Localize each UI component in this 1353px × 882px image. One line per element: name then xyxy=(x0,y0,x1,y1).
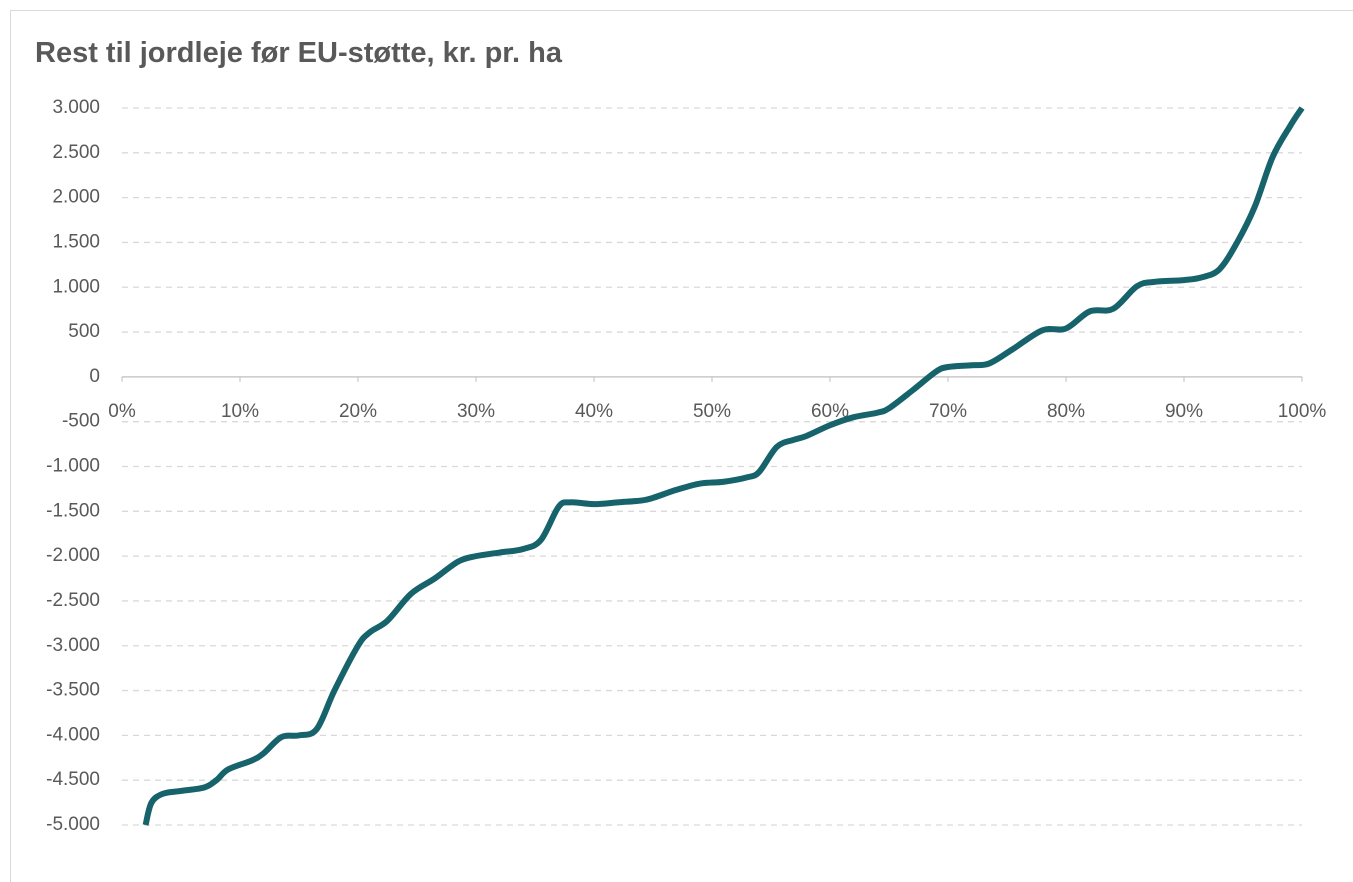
y-tick-label: -4.000 xyxy=(46,724,100,745)
y-tick-label: -3.500 xyxy=(46,680,100,701)
x-tick-label: 40% xyxy=(575,401,613,422)
y-tick-label: -3.000 xyxy=(46,635,100,656)
y-tick-label: -1.000 xyxy=(46,456,100,477)
x-tick-label: 10% xyxy=(221,401,259,422)
x-tick-label: 100% xyxy=(1278,401,1327,422)
x-tick-label: 20% xyxy=(339,401,377,422)
y-tick-label: -1.500 xyxy=(46,500,100,521)
y-tick-label: -4.500 xyxy=(46,769,100,790)
line-series xyxy=(142,106,1305,826)
y-tick-label: 2.000 xyxy=(52,187,100,208)
x-tick-label: 0% xyxy=(108,401,136,422)
y-tick-label: 1.500 xyxy=(52,231,100,252)
x-tick-label: 80% xyxy=(1047,401,1085,422)
x-tick-label: 70% xyxy=(929,401,967,422)
y-tick-label: 500 xyxy=(68,321,100,342)
x-tick-label: 50% xyxy=(693,401,731,422)
y-tick-label: 1.000 xyxy=(52,276,100,297)
y-tick-label: 0 xyxy=(89,366,100,387)
y-tick-label: 2.500 xyxy=(52,142,100,163)
y-tick-label: -2.500 xyxy=(46,590,100,611)
chart-title: Rest til jordleje før EU-støtte, kr. pr.… xyxy=(35,37,563,69)
y-tick-label: 3.000 xyxy=(52,97,100,118)
y-tick-label: -500 xyxy=(62,411,100,432)
x-tick-label: 90% xyxy=(1165,401,1203,422)
y-tick-label: -2.000 xyxy=(46,545,100,566)
y-tick-label: -5.000 xyxy=(46,814,100,835)
x-tick-label: 60% xyxy=(811,401,849,422)
chart-frame xyxy=(10,10,1353,882)
x-tick-label: 30% xyxy=(457,401,495,422)
